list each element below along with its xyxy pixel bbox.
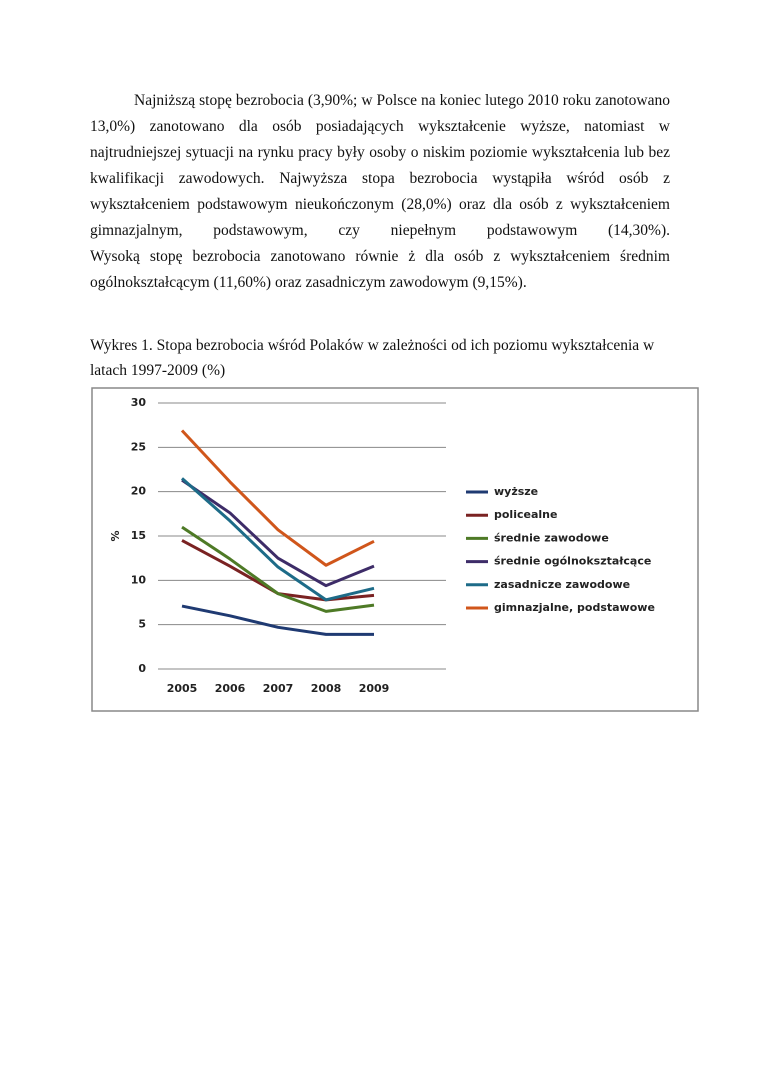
x-tick-label: 2005 — [167, 682, 198, 695]
x-tick-label: 2008 — [311, 682, 342, 695]
series-line — [181, 525, 375, 613]
legend-label: średnie zawodowe — [494, 531, 609, 544]
paragraph-line: ogólnokształcącym (11,60%) oraz zasadnic… — [90, 274, 527, 291]
paragraph-line: wykształceniem podstawowym nieukończonym… — [90, 196, 670, 213]
legend-label: policealne — [494, 508, 557, 521]
x-tick-label: 2007 — [263, 682, 294, 695]
paragraph-line: najtrudniejszej sytuacji na rynku pracy … — [90, 144, 670, 161]
series-line — [181, 478, 375, 588]
chart-frame — [91, 387, 699, 712]
paragraph-line: Wysoką stopę bezrobocia zanotowano równi… — [90, 248, 670, 265]
caption: Wykres 1. Stopa bezrobocia wśród Polaków… — [90, 337, 655, 354]
series-line — [181, 477, 375, 602]
y-tick-label: 20 — [131, 485, 147, 498]
y-tick-label: 0 — [138, 662, 146, 675]
y-tick-label: 5 — [138, 618, 146, 631]
paragraph-line: kwalifikacji zawodowych. Najwyższa stopa… — [90, 170, 670, 187]
series-line — [181, 604, 374, 636]
legend-label: średnie ogólnokształcące — [494, 555, 651, 568]
y-tick-label: 25 — [131, 440, 146, 453]
x-tick-label: 2006 — [215, 682, 246, 695]
legend-label: wyższe — [494, 485, 538, 498]
y-tick-label: 10 — [131, 573, 147, 586]
x-tick-label: 2009 — [359, 682, 390, 695]
legend-label: zasadnicze zawodowe — [494, 578, 630, 591]
paragraph-line: 13,0%) zanotowano dla osób posiadających… — [90, 118, 670, 135]
paragraph-line: Najniższą stopę bezrobocia (3,90%; w Pol… — [134, 92, 670, 109]
y-axis-label: % — [109, 530, 122, 541]
caption: latach 1997-2009 (%) — [90, 362, 226, 379]
series-line — [180, 429, 375, 567]
legend-label: gimnazjalne, podstawowe — [494, 601, 655, 614]
paragraph-line: gimnazjalnym, podstawowym, czy niepełnym… — [90, 222, 670, 239]
y-tick-label: 30 — [131, 396, 147, 409]
y-tick-label: 15 — [131, 529, 146, 542]
